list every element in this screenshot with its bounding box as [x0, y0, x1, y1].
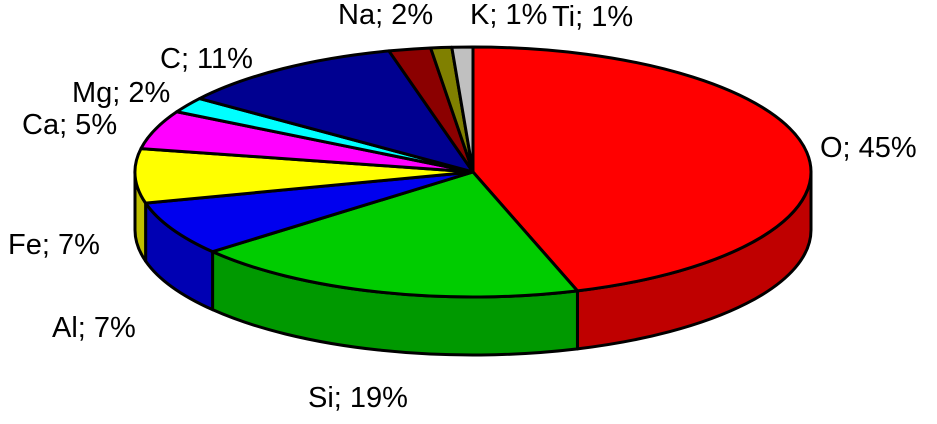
slice-label-si: Si; 19%: [308, 382, 408, 414]
slice-label-k: K; 1%: [470, 0, 548, 31]
pie-slice-fe: [133, 147, 475, 205]
pie-slice-al: [144, 170, 475, 254]
pie-slice-c: [198, 49, 475, 174]
slice-label-c: C; 11%: [160, 43, 253, 75]
slice-label-ca: Ca; 5%: [22, 109, 118, 141]
pie-slice-si: [211, 170, 579, 299]
pie-slice-ti: [450, 45, 475, 174]
slice-label-ti: Ti; 1%: [552, 1, 634, 33]
slice-label-o: O; 45%: [820, 132, 917, 164]
slice-label-mg: Mg; 2%: [72, 77, 171, 109]
slice-label-na: Na; 2%: [338, 0, 434, 31]
slice-label-al: Al; 7%: [52, 312, 136, 344]
pie-slice-o: [471, 45, 813, 293]
slice-label-fe: Fe; 7%: [8, 229, 100, 261]
